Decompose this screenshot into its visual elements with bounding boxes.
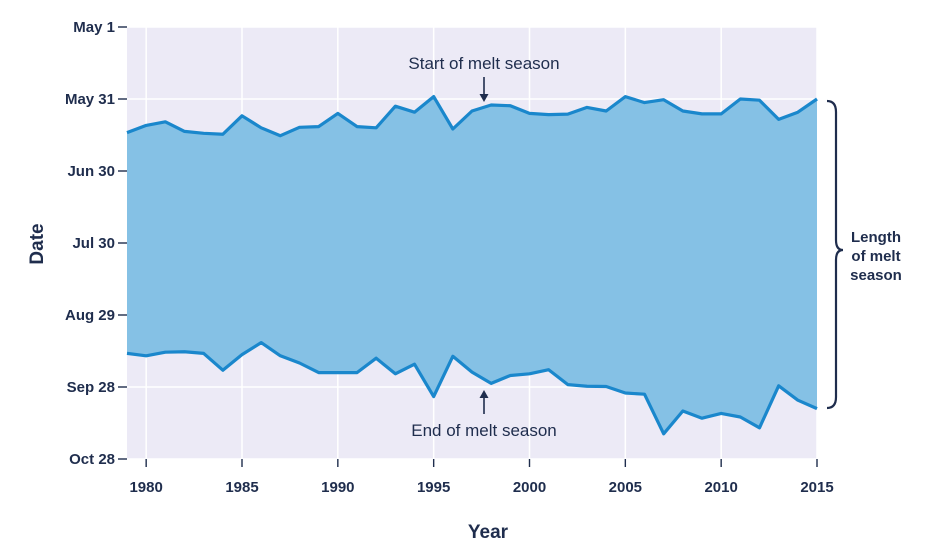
start-of-melt-label: Start of melt season	[408, 54, 559, 73]
y-tick-label: May 1	[73, 19, 115, 36]
x-tick-label: 1985	[225, 479, 258, 496]
y-tick-labels: May 1 May 31 Jun 30 Jul 30 Aug 29 Sep 28 Oct 2…	[65, 19, 115, 468]
length-of-melt-label-line-1: Length	[851, 229, 901, 246]
y-tick-label: Sep 28	[67, 379, 115, 396]
length-of-melt-label-line-2: of melt	[851, 248, 900, 265]
length-of-melt-label-line-3: season	[850, 267, 902, 284]
end-of-melt-label: End of melt season	[411, 421, 557, 440]
x-tick-label: 2015	[800, 479, 833, 496]
y-tick-label: Jul 30	[72, 235, 115, 252]
x-tick-labels: 1980 1985 1990 1995 2000 2005 2010 2015	[129, 459, 834, 496]
x-tick-label: 1990	[321, 479, 354, 496]
end-of-melt-line	[126, 341, 818, 436]
start-of-melt-line	[126, 94, 818, 138]
x-tick-label: 1980	[129, 479, 162, 496]
x-tick-label: 2000	[513, 479, 546, 496]
y-tick-label: May 31	[65, 91, 115, 108]
x-tick-label: 1995	[417, 479, 450, 496]
start-arrow-icon	[479, 77, 489, 102]
x-tick-label: 2010	[704, 479, 737, 496]
x-tick-label: 2005	[609, 479, 642, 496]
end-arrow-icon	[479, 390, 489, 414]
melt-season-band	[127, 96, 817, 434]
y-tick-label: Oct 28	[69, 451, 115, 468]
y-tick-label: Aug 29	[65, 307, 115, 324]
y-axis-title: Date	[27, 223, 48, 264]
y-tick-label: Jun 30	[67, 163, 115, 180]
x-axis-title: Year	[468, 522, 509, 543]
length-brace-icon	[826, 99, 844, 410]
